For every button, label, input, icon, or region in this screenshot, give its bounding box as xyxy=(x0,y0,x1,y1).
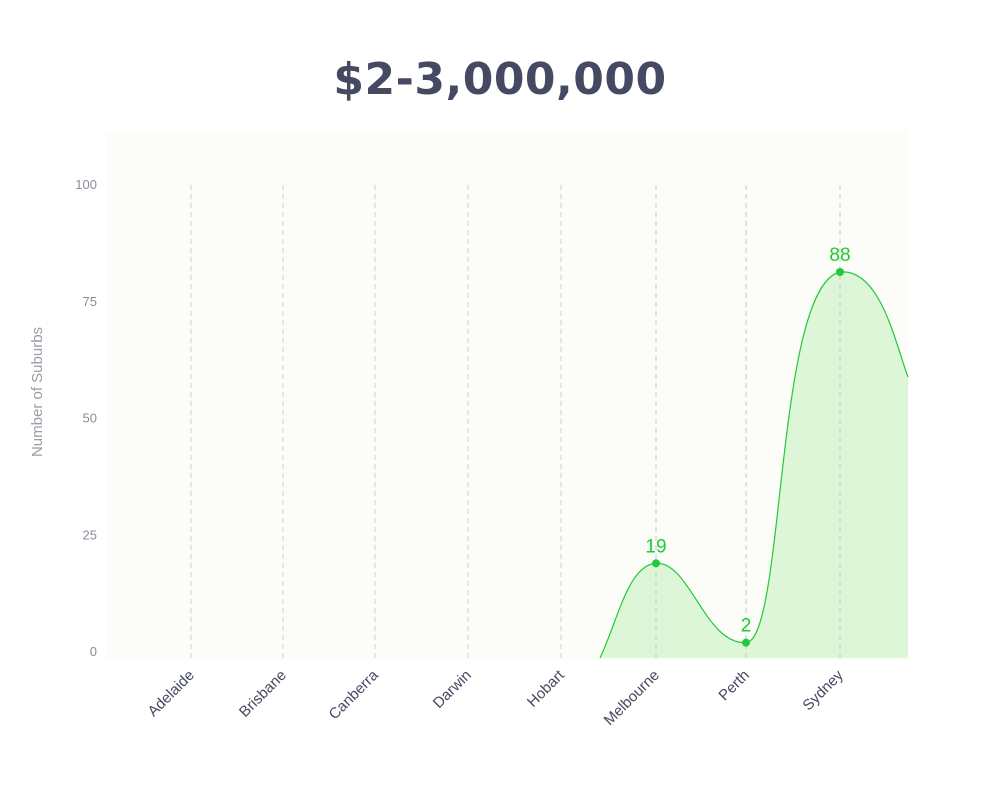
x-tick-label-darwin: Darwin xyxy=(430,667,475,712)
series-area xyxy=(600,271,908,658)
x-tick-label-hobart: Hobart xyxy=(524,666,568,710)
chart-title: $2-3,000,000 xyxy=(333,54,667,105)
x-tick-label-adelaide: Adelaide xyxy=(145,667,198,720)
data-point-melbourne xyxy=(652,559,660,568)
data-label-sydney: 88 xyxy=(829,245,850,266)
y-tick-label: 100 xyxy=(75,177,97,192)
y-tick-label: 75 xyxy=(83,294,97,309)
x-tick-label-brisbane: Brisbane xyxy=(236,667,290,721)
y-tick-label: 25 xyxy=(83,527,97,542)
y-axis-label: Number of Suburbs xyxy=(29,327,46,457)
data-label-melbourne: 19 xyxy=(645,536,666,557)
data-label-perth: 2 xyxy=(741,616,752,637)
x-tick-label-melbourne: Melbourne xyxy=(601,667,663,729)
x-tick-label-canberra: Canberra xyxy=(326,666,383,723)
data-point-perth xyxy=(742,638,750,647)
x-tick-label-sydney: Sydney xyxy=(799,666,847,714)
y-tick-label: 0 xyxy=(90,644,97,659)
y-tick-label: 50 xyxy=(83,411,97,426)
x-tick-label-perth: Perth xyxy=(715,667,752,704)
data-point-sydney xyxy=(836,268,844,276)
series-line xyxy=(599,271,909,659)
